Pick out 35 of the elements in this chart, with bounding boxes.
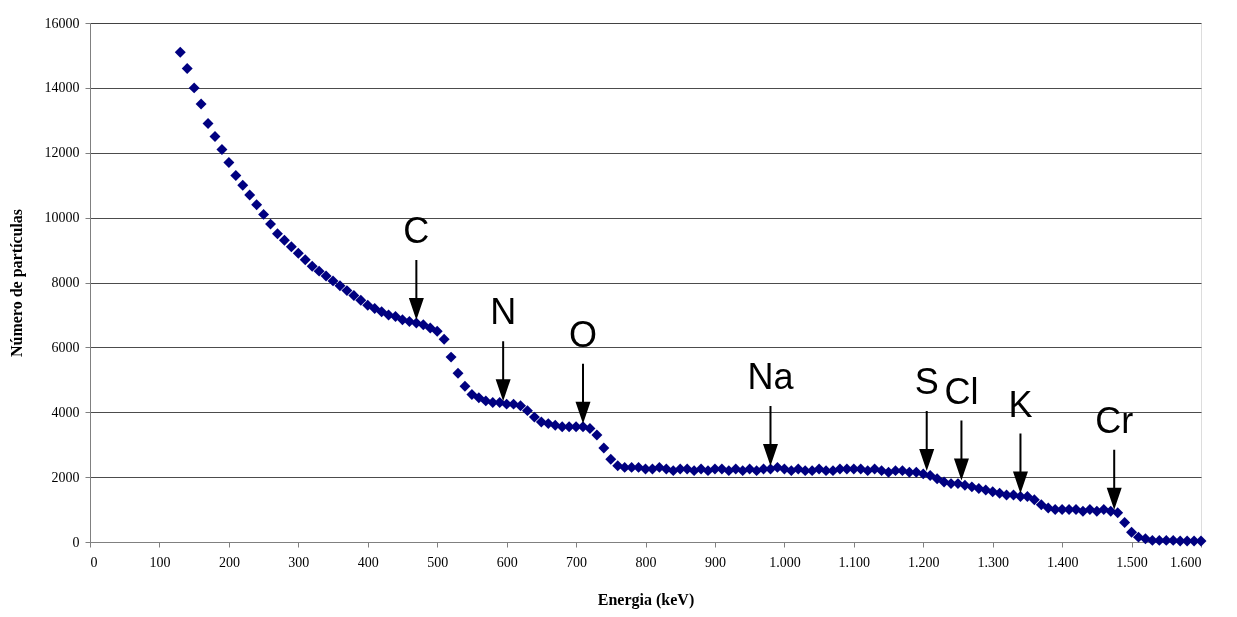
x-tick-label: 500 [427, 554, 449, 570]
x-tick-label: 1.100 [838, 554, 871, 570]
x-tick-label: 700 [566, 554, 588, 570]
annotation: Na [747, 356, 795, 398]
x-tick-label: 300 [288, 554, 310, 570]
y-tick-label: 4000 [51, 404, 80, 420]
annotation: C [403, 210, 430, 252]
x-tick-label: 1.000 [769, 554, 801, 570]
x-tick-label: 900 [704, 554, 726, 570]
y-tick-label: 8000 [51, 275, 80, 290]
y-tick-label: 14000 [44, 80, 80, 96]
x-tick-label: 1.200 [908, 554, 940, 570]
y-tick-label: 12000 [44, 145, 80, 161]
annotation: Cr [1095, 399, 1134, 441]
y-tick-label: 2000 [51, 469, 80, 485]
annotation: Cl [944, 370, 979, 412]
x-tick-label: 200 [218, 554, 240, 570]
x-tick-label: 400 [357, 554, 379, 570]
y-tick-label: 0 [72, 534, 80, 550]
x-tick-label: 0 [90, 554, 98, 570]
x-tick-label: 100 [149, 554, 171, 570]
annotation: S [914, 360, 939, 402]
y-tick-label: 16000 [44, 15, 80, 31]
annotation: O [569, 313, 598, 355]
x-tick-label: 800 [635, 554, 657, 570]
y-tick-label: 6000 [51, 339, 80, 355]
y-axis-title: Número de partículas [7, 208, 26, 358]
y-tick-label: 10000 [44, 210, 80, 226]
x-tick-label: 1.300 [977, 554, 1009, 570]
x-tick-label: 600 [496, 554, 518, 570]
x-axis-title: Energia (keV) [597, 590, 695, 609]
x-tick-label: 1.400 [1046, 554, 1079, 570]
x-tick-label: 1.500 [1116, 554, 1148, 570]
x-tick-label: 1.600 [1170, 554, 1202, 570]
annotation: N [490, 291, 517, 333]
